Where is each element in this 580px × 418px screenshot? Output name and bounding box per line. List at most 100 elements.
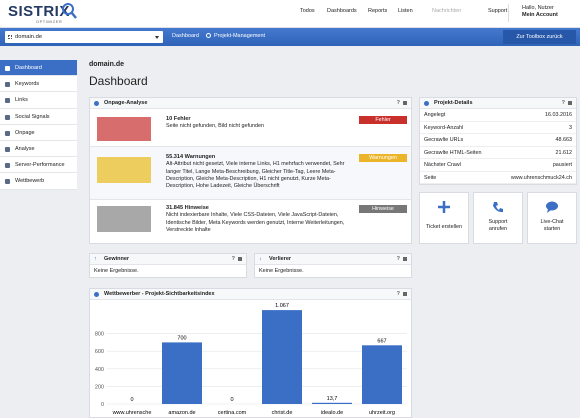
action-button[interactable]: Ticket erstellen	[419, 192, 469, 244]
sidebar-label: Analyse	[15, 146, 35, 152]
row-text: Alt-Attribut nicht gesetzt, Viele intern…	[166, 161, 345, 190]
page-title: Dashboard	[89, 74, 148, 88]
status-block	[97, 206, 151, 232]
detail-value: 21.612	[555, 149, 573, 156]
account-link[interactable]: Mein Account	[522, 12, 558, 18]
action-button[interactable]: Live-Chat starten	[527, 192, 577, 244]
y-tick-label: 600	[95, 349, 104, 355]
nav-link[interactable]: Reports	[368, 8, 388, 14]
value-label: 700	[177, 335, 186, 341]
x-tick-label: certina.com	[218, 410, 247, 416]
help-icon[interactable]: ?	[396, 100, 400, 106]
detail-label: Seite	[424, 174, 437, 181]
action-button[interactable]: Support anrufen	[473, 192, 523, 244]
detail-row: Seite www.uhrenschmuck24.ch	[420, 172, 576, 184]
detail-row: Gecrawlte HTML-Seiten 21.612	[420, 147, 576, 159]
action-label: Support anrufen	[488, 219, 508, 232]
sidebar-item[interactable]: Keywords	[0, 76, 77, 93]
toolbar-link[interactable]: Dashboard	[172, 33, 199, 39]
x-tick-label: christ.de	[272, 410, 293, 416]
y-tick-label: 0	[101, 402, 104, 408]
detail-value: 3	[569, 124, 572, 131]
value-label: 667	[377, 338, 386, 344]
sidebar-label: Dashboard	[15, 65, 42, 71]
x-tick-label: amazon.de	[168, 410, 195, 416]
help-icon[interactable]: ?	[396, 256, 400, 262]
detail-value: 16.03.2016	[545, 112, 572, 118]
sidebar-item[interactable]: Server-Performance	[0, 157, 77, 174]
sidebar-item[interactable]: Links	[0, 92, 77, 109]
y-tick-label: 800	[95, 332, 104, 338]
project-name: domain.de	[15, 34, 43, 40]
bar	[262, 310, 302, 404]
help-icon[interactable]: ?	[561, 100, 565, 106]
detail-value: pausiert	[552, 162, 572, 168]
sidebar-item[interactable]: Social Signals	[0, 108, 77, 125]
losers-panel: ↓ Verlierer? Keine Ergebnisse.	[254, 253, 412, 278]
detail-label: Keyword-Anzahl	[424, 124, 464, 131]
toolbar-link[interactable]: Projekt-Management	[214, 33, 266, 39]
logo-magnifier	[62, 3, 77, 19]
panel-header: Projekt-Details?	[420, 98, 576, 109]
page-domain: domain.de	[89, 61, 125, 68]
sidebar-item[interactable]: Wettbewerb	[0, 173, 77, 190]
help-icon[interactable]: ?	[396, 291, 400, 297]
empty-text: Keine Ergebnisse.	[259, 268, 304, 274]
separator	[508, 4, 524, 22]
x-tick-label: idealo.de	[321, 410, 343, 416]
detail-value: www.uhrenschmuck24.ch	[510, 174, 572, 181]
nav-link[interactable]: Todos	[300, 8, 315, 14]
row-heading: 10 Fehler	[166, 116, 191, 122]
detail-label: Nächster Crawl	[424, 162, 461, 168]
sidebar-label: Server-Performance	[15, 162, 65, 169]
row-heading: 55.314 Warnungen	[166, 154, 216, 160]
nav-link[interactable]: Nachrichten	[432, 8, 462, 14]
sidebar-item[interactable]: Onpage	[0, 124, 77, 141]
error-button[interactable]: Fehler	[359, 116, 407, 124]
panel-header: ↓ Verlierer?	[255, 254, 411, 265]
action-label: Ticket erstellen	[425, 224, 463, 230]
panel-title: Wettbewerber - Projekt-Sichtbarkeitsinde…	[104, 291, 215, 297]
sidebar-label: Keywords	[15, 81, 40, 88]
bar-chart: 0 200 400 600 800 0 www.uhrensche 700 amazon.de 0…	[95, 303, 407, 416]
visibility-panel: Wettbewerber - Projekt-Sichtbarkeitsinde…	[89, 288, 412, 418]
x-tick-label: uhrzeit.org	[369, 410, 395, 416]
y-tick-label: 400	[95, 367, 104, 373]
phone-icon	[493, 202, 503, 213]
sidebar-label: Social Signals	[15, 113, 50, 120]
project-select[interactable]: domain.de	[5, 31, 163, 43]
action-label: Live-Chat starten	[540, 219, 564, 232]
chat-icon	[546, 201, 558, 213]
sidebar-label: Onpage	[15, 129, 35, 136]
onpage-panel: Onpage-Analyse? 10 Fehler Seite nicht gef…	[89, 97, 412, 244]
plus-icon	[438, 201, 450, 213]
hint-button[interactable]: Hinweise	[359, 205, 407, 213]
back-button[interactable]: Zur Toolbox zurück	[503, 30, 576, 44]
value-label: 0	[130, 397, 133, 403]
help-icon[interactable]: ?	[231, 256, 235, 262]
logo-sub: OPTIMIZER	[36, 19, 63, 24]
nav-link[interactable]: Dashboards	[327, 8, 357, 14]
warning-button[interactable]: Warnungen	[359, 154, 407, 162]
empty-text: Keine Ergebnisse.	[94, 268, 139, 274]
details-panel: Projekt-Details? Angelegt 16.03.2016 Keywo…	[419, 97, 577, 185]
nav-link[interactable]: Support	[488, 8, 508, 14]
sidebar-item[interactable]: Analyse	[0, 141, 77, 158]
header: SISTRIX OPTIMIZER Hallo, Nutzer Mein Acc…	[0, 0, 580, 28]
error-row: 10 Fehler Seite nicht gefunden, Bild nich…	[90, 109, 411, 147]
gear-icon	[206, 33, 211, 38]
detail-label: Gecrawlte URLs	[424, 137, 464, 143]
bar	[362, 345, 402, 404]
nav-link[interactable]: Listen	[398, 8, 413, 14]
status-block	[97, 117, 151, 141]
panel-header: Wettbewerber - Projekt-Sichtbarkeitsinde…	[90, 289, 411, 300]
sidebar-item[interactable]: Dashboard	[0, 60, 77, 77]
detail-row: Keyword-Anzahl 3	[420, 122, 576, 134]
winners-panel: ↑ Gewinner? Keine Ergebnisse.	[89, 253, 247, 278]
row-text: Nicht indexierbare Inhalte, Viele CSS-Da…	[166, 212, 345, 233]
logo[interactable]: SISTRIX	[8, 3, 70, 20]
detail-value: 48.663	[555, 137, 573, 143]
hint-row: 31.845 Hinweise Nicht indexierbare Inhalt…	[90, 200, 411, 243]
value-label: 13,7	[327, 396, 338, 402]
